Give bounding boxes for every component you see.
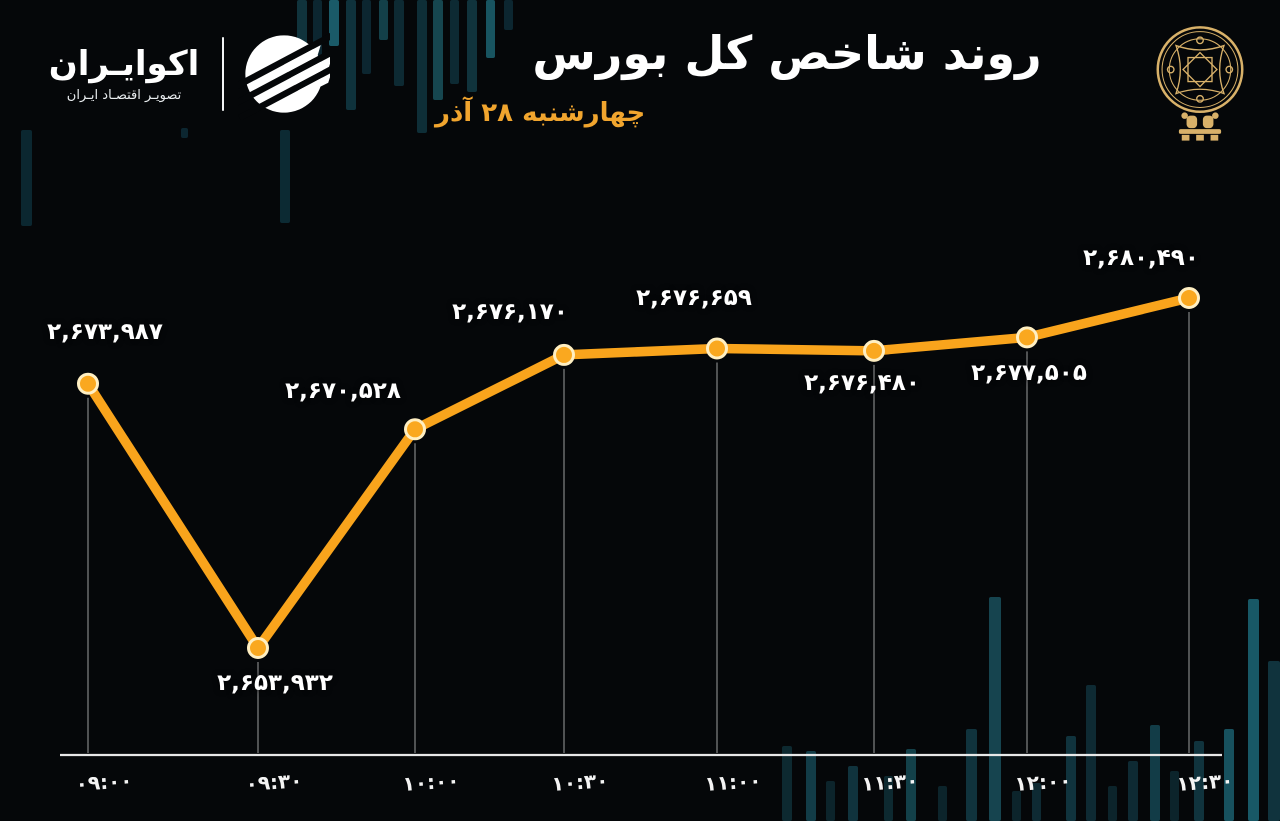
candle-bar — [329, 0, 339, 46]
candle-bar — [181, 128, 188, 138]
candle-bar — [346, 0, 356, 110]
candle-bar — [1150, 725, 1160, 821]
candle-bar — [1032, 783, 1041, 821]
candle-bar — [1268, 661, 1280, 821]
data-point-marker — [404, 418, 426, 441]
candle-bar — [782, 746, 792, 821]
value-label: ۲,۶۷۳,۹۸۷ — [47, 318, 163, 345]
candle-bar — [379, 0, 388, 40]
brand-text-block: اکوایـران تصویـر اقتصـاد ایـران — [40, 43, 208, 104]
brand-tagline: تصویـر اقتصـاد ایـران — [66, 88, 182, 104]
candle-bar — [1170, 771, 1179, 821]
value-label: ۲,۶۷۶,۱۷۰ — [452, 298, 568, 325]
x-axis-label: ۱۱:۰۰ — [703, 768, 763, 796]
x-axis-label: ۱۰:۳۰ — [550, 768, 610, 796]
candle-bar — [1128, 761, 1138, 821]
value-label: ۲,۶۷۶,۶۵۹ — [636, 285, 752, 312]
candle-bar — [989, 597, 1001, 821]
data-point-marker — [1016, 326, 1038, 349]
value-label: ۲,۶۷۶,۴۸۰ — [804, 369, 920, 396]
candle-bar — [906, 749, 916, 821]
value-label: ۲,۶۵۳,۹۳۲ — [217, 670, 333, 696]
data-point-marker — [706, 337, 728, 360]
page-date: چهارشنبه ۲۸ آذر — [435, 98, 646, 128]
candle-bar — [938, 786, 947, 821]
candle-bar — [21, 130, 32, 226]
candle-bar — [417, 0, 427, 133]
candle-bar — [966, 729, 977, 821]
ecoiran-logo-icon — [238, 30, 330, 120]
x-axis-label: ۱۲:۳۰ — [1175, 768, 1235, 796]
x-axis-label: ۱۱:۳۰ — [860, 768, 920, 796]
value-label: ۲,۶۷۰,۵۲۸ — [285, 378, 401, 405]
brand-logo: اکوایـران تصویـر اقتصـاد ایـران — [40, 26, 330, 122]
brand-divider — [222, 37, 224, 111]
candle-bar — [1248, 599, 1259, 821]
data-point-marker — [1178, 287, 1200, 309]
trend-line — [83, 293, 1194, 653]
candle-bar — [467, 0, 477, 92]
candle-bar — [1086, 685, 1096, 821]
value-label: ۲,۶۸۰,۴۹۰ — [1083, 245, 1199, 271]
bourse-emblem-icon — [1156, 26, 1244, 141]
candle-bar — [884, 776, 893, 821]
brand-name: اکوایـران — [48, 43, 200, 84]
candle-bar — [362, 0, 371, 74]
candle-bar — [450, 0, 459, 84]
page-title: روند شاخص کل بورس — [532, 26, 1042, 80]
x-axis-label: ۰۹:۳۰ — [244, 768, 304, 796]
candle-bar — [1224, 729, 1234, 821]
x-axis-label: ۰۹:۰۰ — [74, 768, 134, 796]
value-label: ۲,۶۷۷,۵۰۵ — [971, 360, 1087, 387]
candle-bar — [826, 781, 835, 821]
data-point-marker — [77, 372, 99, 395]
candle-bar — [848, 766, 858, 821]
candle-bar — [486, 0, 495, 58]
data-point-marker — [863, 339, 885, 362]
candle-bar — [1194, 741, 1204, 821]
candle-bar — [1066, 736, 1076, 821]
candle-bar — [1108, 786, 1117, 821]
x-axis-label: ۱۲:۰۰ — [1013, 768, 1073, 796]
data-point-marker — [247, 637, 269, 659]
x-axis-label: ۱۰:۰۰ — [401, 768, 461, 796]
candle-bar — [1012, 791, 1021, 821]
candle-bar — [806, 751, 816, 821]
candle-bar — [504, 0, 513, 30]
data-point-marker — [553, 343, 575, 366]
candle-bar — [433, 0, 443, 100]
candle-bar — [280, 130, 290, 223]
candle-bar — [394, 0, 404, 86]
